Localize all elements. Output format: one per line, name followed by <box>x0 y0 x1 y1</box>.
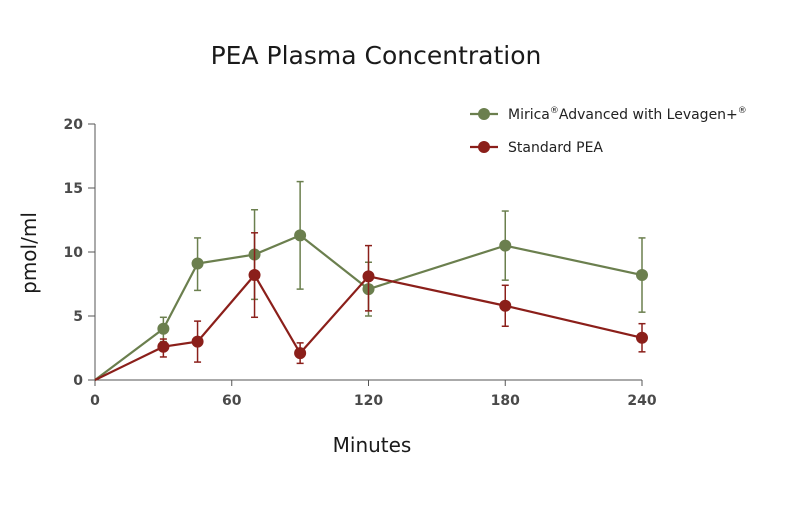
data-point <box>294 229 307 242</box>
x-tick-label: 120 <box>354 393 383 409</box>
legend-marker <box>478 141 490 153</box>
legend-label: Standard PEA <box>508 140 603 156</box>
y-tick-label: 0 <box>73 373 83 389</box>
series-line <box>94 234 643 381</box>
x-tick-label: 240 <box>627 393 656 409</box>
data-point <box>362 270 375 283</box>
x-tick-label: 0 <box>90 393 100 409</box>
legend-marker <box>478 108 490 120</box>
legend: Mirica®Advanced with Levagen+® Standard P… <box>470 106 747 156</box>
chart-title: PEA Plasma Concentration <box>211 41 542 70</box>
data-point <box>499 239 512 252</box>
x-axis-label: Minutes <box>333 433 412 457</box>
y-tick-label: 20 <box>64 117 84 133</box>
y-axis-label: pmol/ml <box>17 212 41 294</box>
y-tick-label: 10 <box>64 245 84 261</box>
legend-label: Mirica®Advanced with Levagen+® <box>508 106 747 123</box>
axes: 0 5 10 15 20 0 60 120 180 240 <box>64 117 657 409</box>
data-point <box>636 269 648 282</box>
y-tick-label: 15 <box>64 181 83 197</box>
data-point <box>191 335 204 348</box>
plot-area <box>94 180 648 381</box>
data-point <box>157 340 170 353</box>
x-tick-label: 180 <box>491 393 520 409</box>
data-point <box>636 331 648 344</box>
series-1 <box>94 232 648 381</box>
data-point <box>248 269 261 282</box>
data-point <box>294 347 307 360</box>
data-point <box>499 299 512 312</box>
data-point <box>191 257 204 270</box>
y-tick-label: 5 <box>73 309 83 325</box>
data-point <box>157 322 170 335</box>
x-tick-label: 60 <box>222 393 242 409</box>
